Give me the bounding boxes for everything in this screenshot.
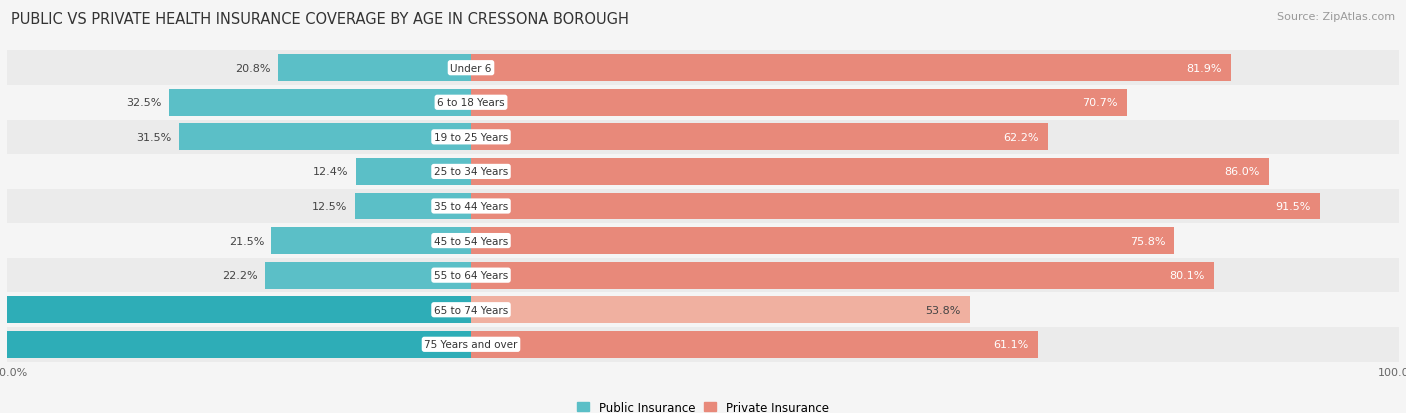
Text: 61.1%: 61.1%	[994, 339, 1029, 349]
Legend: Public Insurance, Private Insurance: Public Insurance, Private Insurance	[578, 401, 828, 413]
Bar	[471, 228, 1174, 254]
Text: 81.9%: 81.9%	[1187, 64, 1222, 74]
Text: 80.1%: 80.1%	[1170, 271, 1205, 280]
Bar	[471, 193, 1320, 220]
Text: 21.5%: 21.5%	[229, 236, 264, 246]
Bar	[0, 297, 471, 323]
Bar	[7, 224, 1399, 258]
Bar	[278, 55, 471, 82]
Bar	[0, 331, 471, 358]
Bar	[179, 124, 471, 151]
Bar	[471, 297, 970, 323]
Bar	[7, 51, 1399, 86]
Bar	[471, 331, 1038, 358]
Text: 12.4%: 12.4%	[314, 167, 349, 177]
Text: 45 to 54 Years: 45 to 54 Years	[434, 236, 508, 246]
Text: 62.2%: 62.2%	[1004, 133, 1039, 142]
Text: 6 to 18 Years: 6 to 18 Years	[437, 98, 505, 108]
Bar	[7, 86, 1399, 120]
Text: 25 to 34 Years: 25 to 34 Years	[434, 167, 508, 177]
Text: Source: ZipAtlas.com: Source: ZipAtlas.com	[1277, 12, 1395, 22]
Text: 35 to 44 Years: 35 to 44 Years	[434, 202, 508, 211]
Text: 65 to 74 Years: 65 to 74 Years	[434, 305, 508, 315]
Bar	[7, 327, 1399, 362]
Bar	[271, 228, 471, 254]
Bar	[471, 90, 1128, 116]
Text: 53.8%: 53.8%	[925, 305, 960, 315]
Text: 19 to 25 Years: 19 to 25 Years	[434, 133, 508, 142]
Bar	[170, 90, 471, 116]
Bar	[356, 159, 471, 185]
Bar	[7, 189, 1399, 224]
Bar	[356, 193, 471, 220]
Text: 32.5%: 32.5%	[127, 98, 162, 108]
Bar	[7, 258, 1399, 293]
Text: 20.8%: 20.8%	[235, 64, 270, 74]
Text: 12.5%: 12.5%	[312, 202, 347, 211]
Text: 22.2%: 22.2%	[222, 271, 257, 280]
Bar	[7, 120, 1399, 155]
Text: PUBLIC VS PRIVATE HEALTH INSURANCE COVERAGE BY AGE IN CRESSONA BOROUGH: PUBLIC VS PRIVATE HEALTH INSURANCE COVER…	[11, 12, 628, 27]
Bar	[471, 124, 1049, 151]
Bar	[471, 262, 1215, 289]
Text: 75 Years and over: 75 Years and over	[425, 339, 517, 349]
Bar	[471, 159, 1270, 185]
Bar	[471, 55, 1232, 82]
Text: 91.5%: 91.5%	[1275, 202, 1310, 211]
Bar	[264, 262, 471, 289]
Text: 75.8%: 75.8%	[1129, 236, 1166, 246]
Text: 86.0%: 86.0%	[1225, 167, 1260, 177]
Text: Under 6: Under 6	[450, 64, 492, 74]
Bar	[7, 155, 1399, 189]
Text: 31.5%: 31.5%	[136, 133, 172, 142]
Bar	[7, 293, 1399, 327]
Text: 55 to 64 Years: 55 to 64 Years	[434, 271, 508, 280]
Text: 70.7%: 70.7%	[1083, 98, 1118, 108]
